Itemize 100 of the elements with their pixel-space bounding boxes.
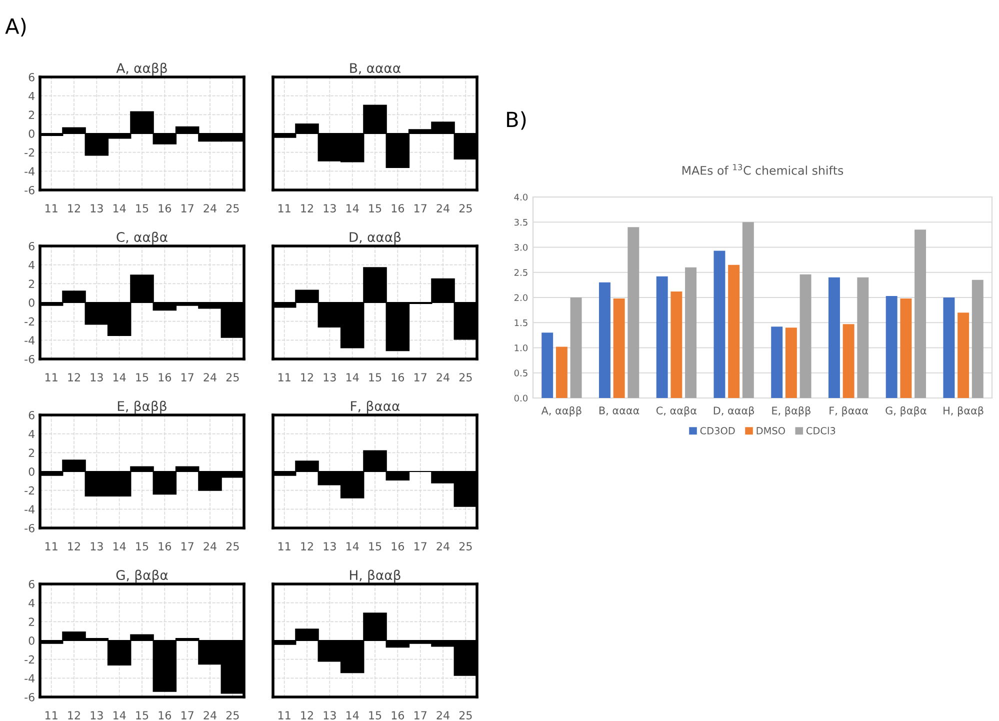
x-tick-label: 15 <box>369 204 382 212</box>
x-tick-label: 13 <box>90 204 103 212</box>
y-tick-label: -6 <box>24 692 34 702</box>
x-tick-label: 12 <box>68 204 80 212</box>
chart-title: G, βαβα <box>116 570 168 583</box>
chart-title: A, ααββ <box>116 62 167 76</box>
x-tick-label: 25 <box>459 204 472 212</box>
x-tick-label: 14 <box>346 373 359 382</box>
x-tick-label: 25 <box>226 711 239 720</box>
x-tick-label: A, ααββ <box>541 406 582 416</box>
x-tick-label: 15 <box>369 542 382 550</box>
x-tick-label: 15 <box>369 711 382 720</box>
x-tick-label: 17 <box>181 542 194 550</box>
x-tick-label: 25 <box>226 542 239 550</box>
x-tick-label: 16 <box>392 711 404 720</box>
y-tick-label: -4 <box>24 336 35 344</box>
x-tick-label: 13 <box>90 373 103 382</box>
x-tick-label: 24 <box>436 204 450 212</box>
y-tick-label: -2 <box>24 486 34 495</box>
x-tick-label: 25 <box>459 542 472 550</box>
x-tick-label: 25 <box>459 711 472 720</box>
x-tick-label: 14 <box>346 542 359 550</box>
x-tick-label: 15 <box>136 204 148 212</box>
x-tick-label: 11 <box>45 373 58 382</box>
y-tick-label: 6 <box>28 72 34 82</box>
y-tick-label: 4 <box>28 430 35 438</box>
y-tick-label: -6 <box>24 354 34 364</box>
y-tick-label: 1.5 <box>514 319 528 326</box>
x-tick-label: 17 <box>414 373 426 382</box>
x-tick-label: E, βαββ <box>772 406 810 416</box>
x-tick-label: 13 <box>324 204 336 212</box>
x-tick-label: 14 <box>346 204 359 212</box>
y-tick-label: -4 <box>24 505 35 514</box>
x-tick-label: H, βααβ <box>944 406 984 416</box>
y-tick-label: 3.5 <box>514 218 528 226</box>
y-tick-label: 0 <box>28 636 34 645</box>
x-tick-label: C, ααβα <box>656 406 697 416</box>
x-tick-label: 25 <box>226 373 239 382</box>
y-tick-label: 2 <box>28 110 34 119</box>
x-tick-label: 12 <box>301 711 313 720</box>
x-tick-label: 15 <box>369 373 382 382</box>
x-tick-label: 13 <box>324 373 336 382</box>
y-tick-label: 2.0 <box>514 294 528 302</box>
x-tick-label: 24 <box>436 711 450 720</box>
x-tick-label: 11 <box>45 542 58 550</box>
x-tick-label: 13 <box>90 542 103 550</box>
x-tick-label: 11 <box>278 711 290 720</box>
y-tick-label: 2 <box>28 618 34 626</box>
x-tick-label: 11 <box>45 204 58 212</box>
x-tick-label: 12 <box>68 373 80 382</box>
y-tick-label: -2 <box>24 655 34 664</box>
x-tick-label: 12 <box>301 373 313 382</box>
x-tick-label: 24 <box>204 542 216 550</box>
y-tick-label: 1.0 <box>514 344 528 352</box>
chart-title: B, αααα <box>350 63 400 74</box>
chart-title: MAEs of $^{13}$C chemical shifts <box>682 164 844 175</box>
x-tick-label: 25 <box>459 373 472 382</box>
y-tick-label: 0 <box>28 467 34 476</box>
x-tick-label: 11 <box>278 204 290 212</box>
x-tick-label: 16 <box>158 542 172 550</box>
x-tick-label: 15 <box>136 711 148 720</box>
y-tick-label: -6 <box>24 186 34 194</box>
x-tick-label: 17 <box>181 204 194 212</box>
y-tick-label: 4 <box>28 598 35 608</box>
y-tick-label: 6 <box>28 410 34 420</box>
chart-title: D, αααβ <box>350 232 401 245</box>
x-tick-label: F, βααα <box>830 406 868 416</box>
text: A) <box>5 18 26 36</box>
x-tick-label: 17 <box>181 711 194 720</box>
x-tick-label: 11 <box>278 542 290 550</box>
y-tick-label: -2 <box>24 148 34 157</box>
y-tick-label: -4 <box>24 674 35 682</box>
x-tick-label: 14 <box>113 373 126 382</box>
x-tick-label: 14 <box>346 711 359 720</box>
chart-title: H, βααβ <box>350 570 400 583</box>
x-tick-label: 14 <box>113 204 126 212</box>
y-tick-label: 2 <box>28 448 34 457</box>
y-tick-label: 3.0 <box>514 244 528 251</box>
chart-title: C, ααβα <box>116 232 168 245</box>
x-tick-label: B, αααα <box>599 406 640 416</box>
x-tick-label: 16 <box>392 542 404 550</box>
x-tick-label: 11 <box>45 711 58 720</box>
x-tick-label: 14 <box>113 542 126 550</box>
x-tick-label: 16 <box>392 373 404 382</box>
y-tick-label: 0.5 <box>514 370 528 376</box>
y-tick-label: -2 <box>24 317 34 326</box>
x-tick-label: 24 <box>204 373 216 382</box>
y-tick-label: 4 <box>28 260 35 270</box>
x-tick-label: G, βαβα <box>886 406 926 416</box>
y-tick-label: 0 <box>28 129 34 138</box>
x-tick-label: 24 <box>204 204 216 212</box>
x-tick-label: 16 <box>158 204 172 212</box>
legend-label: CDCl3 <box>806 426 836 434</box>
y-tick-label: 6 <box>28 580 34 588</box>
x-tick-label: 15 <box>136 542 148 550</box>
x-tick-label: 16 <box>392 204 404 212</box>
x-tick-label: 12 <box>68 542 80 550</box>
x-tick-label: 17 <box>181 373 194 382</box>
x-tick-label: 17 <box>414 711 426 720</box>
x-tick-label: 24 <box>436 373 450 382</box>
